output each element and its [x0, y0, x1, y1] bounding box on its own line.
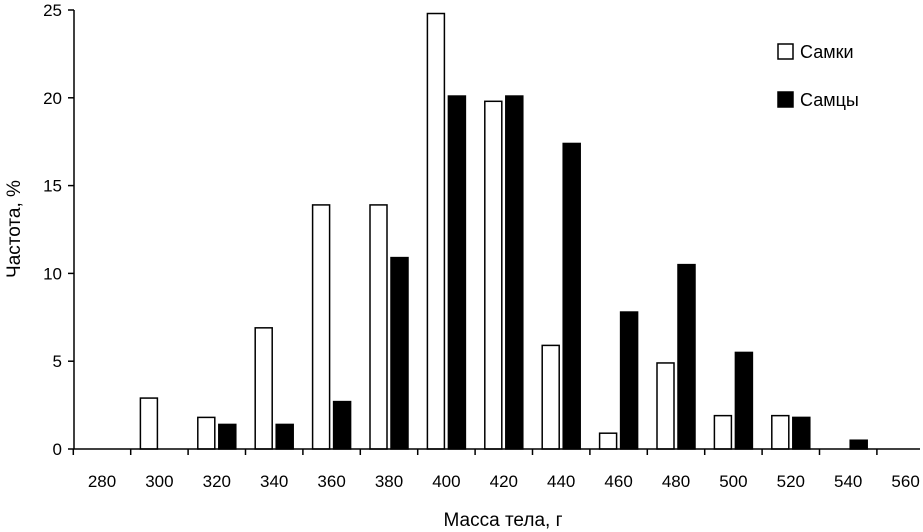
bar-male: [275, 423, 294, 450]
x-tick-label: 320: [203, 472, 231, 491]
bar-female: [197, 416, 216, 450]
legend-label: Самцы: [800, 90, 859, 110]
legend: Самки Самцы: [777, 42, 859, 110]
bar-female: [426, 12, 446, 450]
bar-male: [447, 95, 467, 450]
bar-male: [332, 400, 352, 450]
legend-label: Самки: [800, 42, 854, 62]
y-tick-label: 20: [43, 89, 62, 108]
bar-male: [562, 142, 581, 450]
x-tick-label: 420: [490, 472, 518, 491]
bar-male: [505, 95, 524, 450]
x-tick-label: 340: [260, 472, 288, 491]
x-tick-label: 540: [834, 472, 862, 491]
x-tick-label: 280: [88, 472, 116, 491]
bar-female: [713, 414, 733, 450]
bar-male: [792, 416, 811, 450]
bar-male: [734, 351, 754, 450]
x-tick-label: 480: [662, 472, 690, 491]
x-tick-label: 500: [719, 472, 747, 491]
bar-male: [390, 256, 409, 450]
y-tick-label: 5: [53, 352, 62, 371]
bar-female: [484, 100, 503, 450]
x-tick-label: 460: [604, 472, 632, 491]
x-axis-title: Масса тела, г: [443, 510, 562, 531]
y-axis-title: Частота, %: [4, 180, 25, 278]
bar-male: [677, 263, 696, 450]
bar-male: [849, 439, 868, 450]
bar-male: [619, 311, 639, 450]
bar-female: [254, 327, 273, 450]
x-ticks: 280 300 320 340 360 380 400 420 440 460 480 500 520 5…: [72, 449, 920, 491]
x-tick-label: 400: [432, 472, 460, 491]
x-tick-label: 380: [375, 472, 403, 491]
y-tick-label: 25: [43, 1, 62, 20]
legend-swatch: [777, 43, 794, 60]
y-ticks: 0 5 10 15 20 25: [43, 1, 74, 459]
axes-layer: [73, 10, 920, 450]
bar-male: [218, 423, 237, 450]
y-tick-label: 0: [53, 440, 62, 459]
x-tick-label: 360: [317, 472, 345, 491]
bar-female: [771, 414, 790, 450]
x-tick-label: 520: [777, 472, 805, 491]
x-tick-label: 560: [891, 472, 919, 491]
bar-female: [311, 204, 331, 450]
bar-female: [139, 397, 159, 450]
x-tick-label: 300: [145, 472, 173, 491]
y-tick-label: 10: [43, 264, 62, 283]
y-tick-label: 15: [43, 177, 62, 196]
bar-female: [369, 204, 388, 450]
legend-swatch: [777, 91, 794, 108]
bar-female: [656, 362, 675, 450]
bar-female: [541, 344, 560, 450]
x-tick-label: 440: [547, 472, 575, 491]
bars-layer: [139, 12, 868, 450]
bar-female: [598, 432, 618, 450]
